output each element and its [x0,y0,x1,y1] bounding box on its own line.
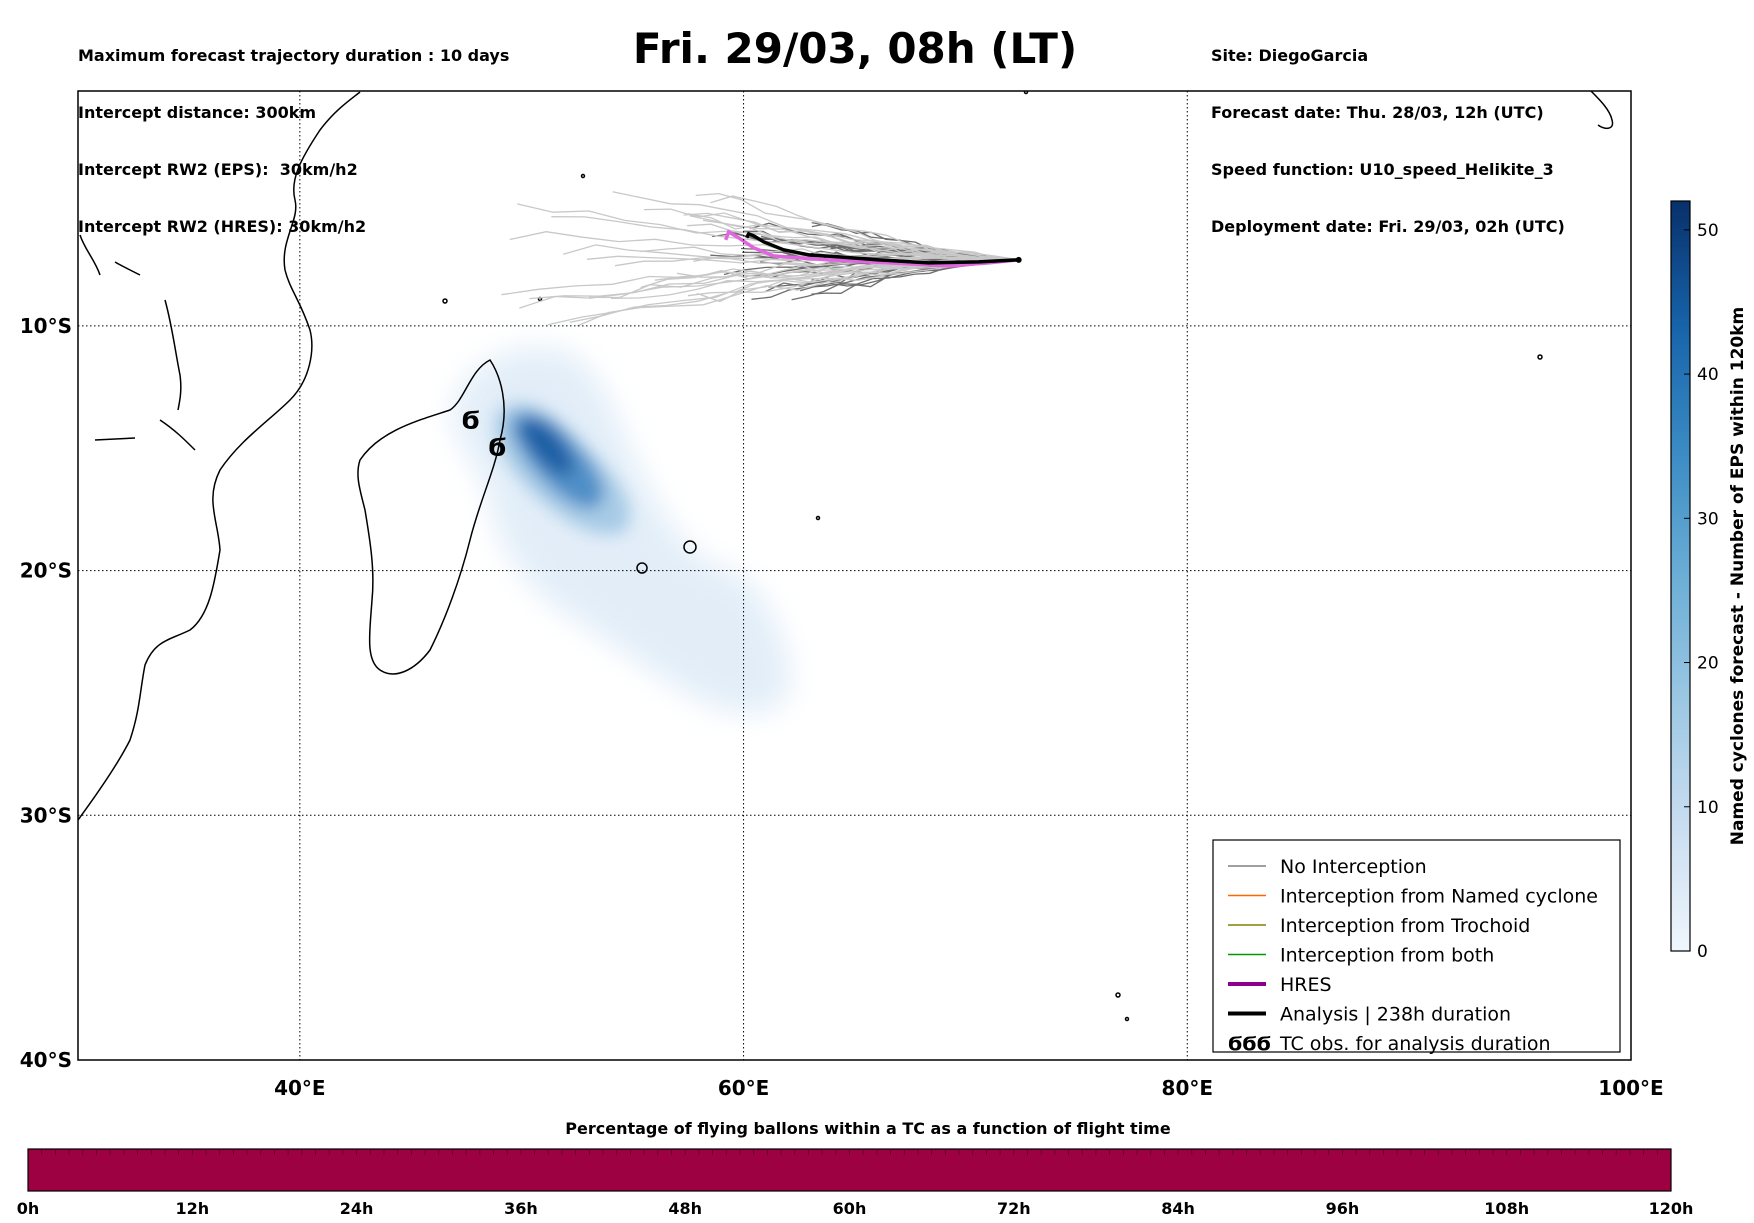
ensemble-trajectory-line [695,192,1019,261]
legend-box [1212,839,1621,1053]
tc-observation-symbol: Ϭ [462,407,480,435]
legend-label: TC obs. for analysis duration [1279,1033,1551,1055]
flight-time-bar: Percentage of flying ballons within a TC… [17,1119,1694,1218]
map-tick-labels: 40°E 60°E 80°E 100°E 10°S 20°S 30°S 40°S [20,314,1664,1100]
ensemble-trajectory-line [610,258,1019,300]
ensemble-trajectory-line [683,212,1019,261]
flight-time-tick-label: 12h [175,1199,209,1218]
lon-tick-label: 60°E [718,1076,770,1100]
legend: No Interception Interception from Named c… [1212,839,1621,1055]
map-area: ϬϬ 40°E 60°E 80°E 100°E 10°S 20°S 30°S 40°S [20,90,1664,1100]
flight-time-bar-minor-ticks [41,1149,1658,1155]
legend-tc-symbol: ϬϬϬ [1228,1033,1271,1055]
lat-tick-label: 30°S [20,803,72,827]
flight-time-tick-label: 24h [340,1199,374,1218]
legend-label: HRES [1280,974,1332,996]
ensemble-trajectory-line [586,255,1019,264]
colorbar-ramp [1670,200,1691,952]
flight-time-bar-fill [27,1148,1672,1192]
header-right-line: Speed function: U10_speed_Helikite_3 [1211,160,1554,179]
header-right-line: Forecast date: Thu. 28/03, 12h (UTC) [1211,103,1544,122]
analysis-trajectory [745,231,1019,265]
flight-time-tick-label: 60h [833,1199,867,1218]
lon-tick-label: 40°E [274,1076,326,1100]
colorbar-tick-label: 40 [1697,365,1719,385]
lon-tick-label: 80°E [1162,1076,1214,1100]
flight-time-tick-label: 84h [1161,1199,1195,1218]
header-right-line: Site: DiegoGarcia [1211,46,1369,65]
legend-label: Interception from Named cyclone [1280,886,1598,908]
flight-time-tick-label: 108h [1484,1199,1529,1218]
flight-time-tick-label: 96h [1326,1199,1360,1218]
launch-site-marker [1015,256,1022,263]
legend-label: Interception from Trochoid [1280,915,1530,937]
colorbar-tick-label: 50 [1697,221,1719,241]
ensemble-trajectory-line [710,195,1019,261]
lat-tick-label: 40°S [20,1048,72,1072]
flight-time-tick-label: 120h [1649,1199,1694,1218]
legend-label: Analysis | 238h duration [1280,1004,1511,1026]
lon-tick-label: 100°E [1598,1076,1663,1100]
colorbar-tick-label: 20 [1697,654,1719,674]
header-left-info: Maximum forecast trajectory duration : 1… [78,8,509,255]
flight-time-tick-label: 36h [504,1199,538,1218]
legend-label: Interception from both [1280,945,1494,967]
ensemble-trajectory-line [702,219,1019,261]
ensemble-trajectory-line [576,259,1019,327]
flight-time-tick-label: 48h [668,1199,702,1218]
header-left-line: Intercept RW2 (HRES): 30km/h2 [78,217,367,236]
tc-observation-symbol: Ϭ [488,434,506,462]
map-grid [78,91,1631,1060]
hres-trajectory [724,229,1019,268]
colorbar: 0 10 20 30 40 50 Named cyclones forecast - Nu… [1670,200,1748,962]
header-right-line: Deployment date: Fri. 29/03, 02h (UTC) [1211,217,1565,236]
colorbar-label: Named cyclones forecast - Number of EPS … [1728,307,1748,846]
ensemble-trajectories [501,191,1019,327]
header-right-info: Site: DiegoGarcia Forecast date: Thu. 28… [1211,8,1565,255]
lat-tick-label: 10°S [20,314,72,338]
colorbar-tick-label: 30 [1697,509,1719,529]
cyclone-density-field [453,347,790,714]
colorbar-tick-label: 10 [1697,798,1719,818]
main-title: Fri. 29/03, 08h (LT) [632,24,1078,73]
tc-observation-symbols: ϬϬ [462,407,507,462]
coastlines [78,91,1614,1022]
colorbar-tick-label: 0 [1697,942,1708,962]
header-left-line: Intercept distance: 300km [78,103,317,122]
header-left-line: Intercept RW2 (EPS): 30km/h2 [78,160,358,179]
legend-label: No Interception [1280,856,1427,878]
flight-time-tick-label: 0h [17,1199,40,1218]
header-left-line: Maximum forecast trajectory duration : 1… [78,46,510,65]
lat-tick-label: 20°S [20,559,72,583]
flight-time-bar-title: Percentage of flying ballons within a TC… [565,1119,1171,1138]
map-frame [77,90,1632,1061]
flight-time-tick-label: 72h [997,1199,1031,1218]
